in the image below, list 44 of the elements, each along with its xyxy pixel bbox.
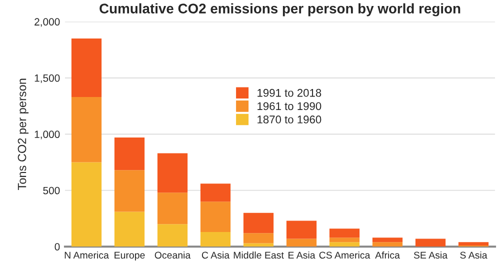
bar [157, 192, 188, 224]
x-tick-label: S Asia [460, 251, 488, 259]
x-tick-label: CS America [319, 251, 370, 259]
bar [372, 242, 403, 247]
bar [415, 238, 446, 247]
bar [200, 232, 231, 247]
bar [243, 212, 274, 234]
bar [329, 242, 360, 247]
bar [71, 162, 102, 247]
bar [71, 38, 102, 98]
bar [200, 202, 231, 232]
legend-label: 1870 to 1960 [258, 116, 322, 124]
y-axis-title: Tons CO2 per person [18, 78, 29, 190]
bar [329, 238, 360, 242]
x-tick-label: Middle East [234, 251, 284, 259]
legend-label: 1991 to 2018 [258, 88, 322, 97]
x-tick-label: SE Asia [414, 251, 448, 259]
bar [157, 224, 188, 247]
bar [286, 238, 317, 247]
y-tick-label: 2,000 [34, 18, 60, 27]
y-tick-label: 0 [54, 243, 60, 250]
x-tick-label: Africa [375, 251, 400, 259]
x-tick-label: N America [64, 251, 109, 259]
chart-title: Cumulative CO2 emissions per person by world region [100, 3, 460, 16]
bar [372, 238, 403, 242]
bar [200, 184, 231, 202]
y-tick-label: 1,500 [34, 74, 60, 84]
bar [114, 138, 145, 170]
bar [71, 97, 102, 162]
legend-label: 1961 to 1990 [258, 102, 322, 110]
bar [243, 243, 274, 247]
x-tick-label: Oceania [154, 251, 191, 259]
bar [114, 212, 145, 247]
bar [329, 228, 360, 238]
x-tick-label: E Asia [288, 251, 316, 259]
x-tick-label: C Asia [202, 251, 230, 259]
y-tick-label: 500 [43, 186, 60, 194]
bar [243, 233, 274, 244]
bar [157, 153, 188, 193]
y-tick-label: 1,000 [34, 130, 60, 140]
bar [114, 170, 145, 212]
bar [286, 220, 317, 239]
bar [458, 242, 489, 246]
x-tick-label: Europe [114, 252, 145, 261]
